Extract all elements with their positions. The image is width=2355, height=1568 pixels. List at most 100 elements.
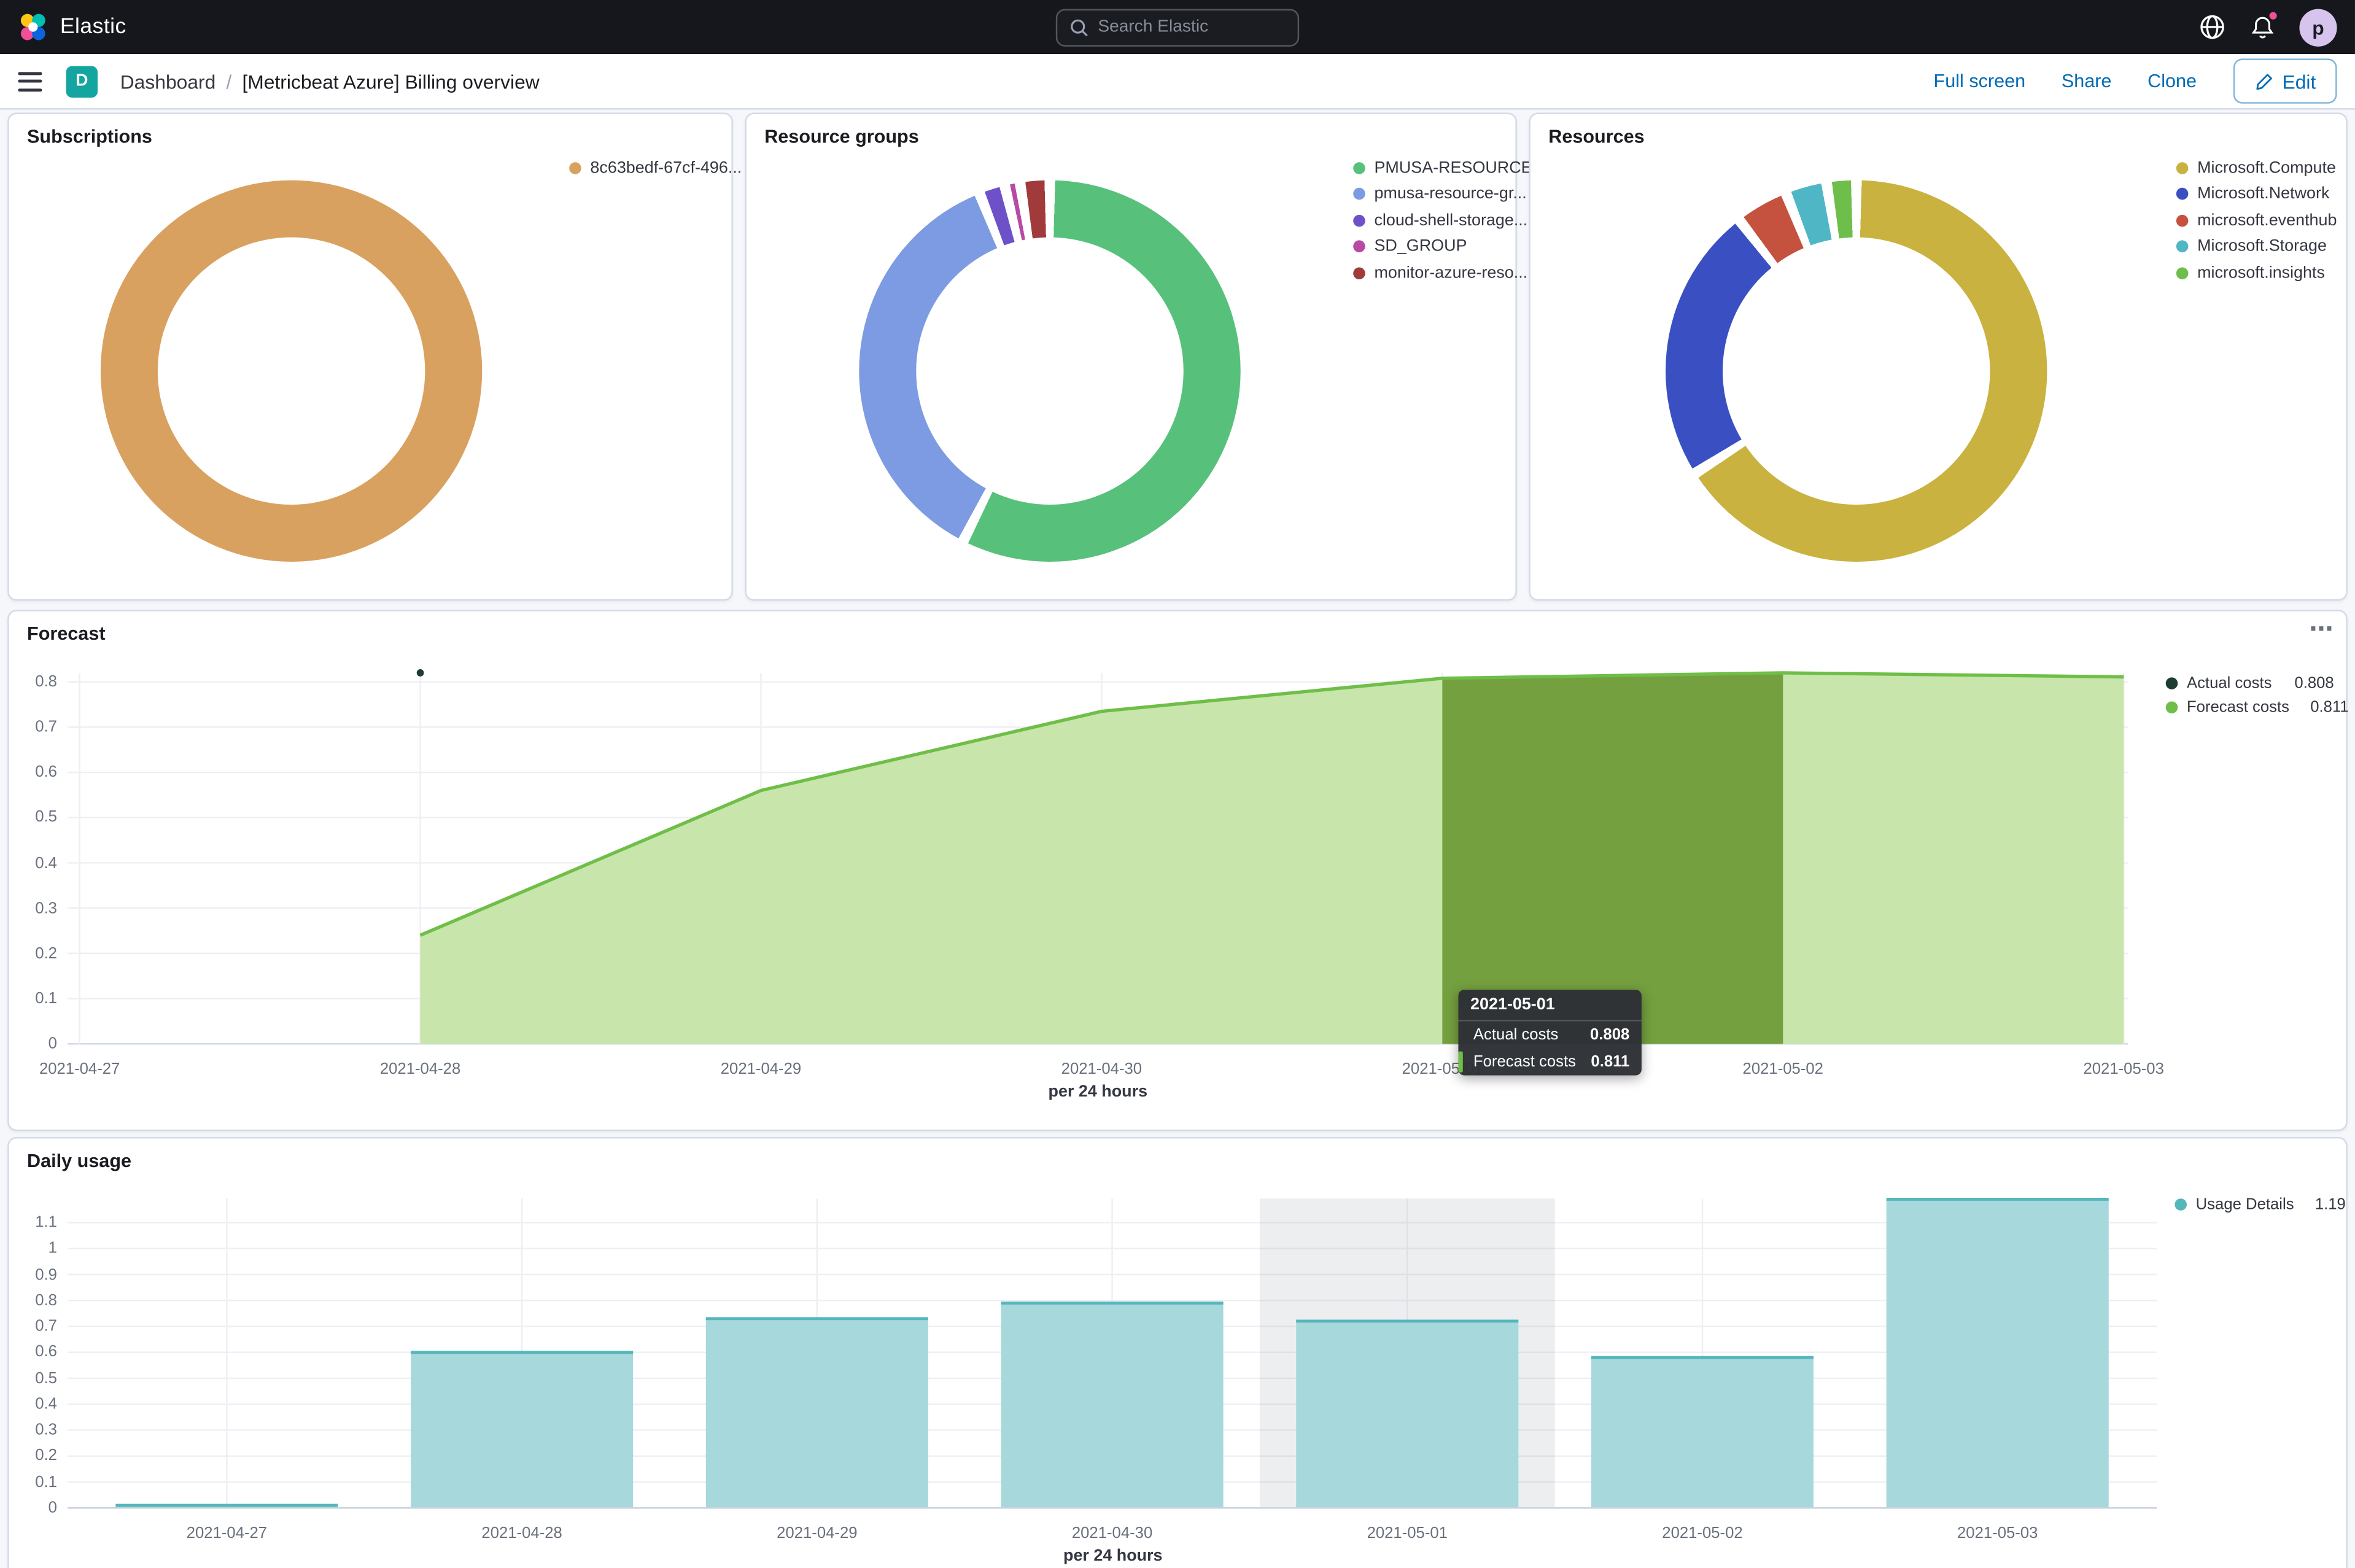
breadcrumb-separator: / (226, 69, 232, 93)
legend-swatch (1353, 188, 1365, 200)
legend-label: Actual costs (2186, 674, 2272, 693)
legend-swatch (2176, 266, 2189, 279)
legend-item[interactable]: Actual costs 0.808 (2165, 672, 2334, 696)
y-axis-tick-label: 0.4 (35, 853, 57, 872)
search-icon (1069, 17, 1089, 37)
y-axis-tick-label: 0.7 (35, 1317, 57, 1336)
legend-swatch (2176, 161, 2189, 174)
y-axis-tick-label: 0.5 (35, 809, 57, 827)
x-axis-tick-label: 2021-04-28 (379, 1060, 461, 1079)
resource-groups-donut-chart[interactable] (859, 180, 1241, 562)
breadcrumb-dashboard[interactable]: Dashboard (120, 69, 216, 93)
edit-button[interactable]: Edit (2232, 58, 2337, 104)
space-badge[interactable]: D (66, 65, 98, 97)
panel-title: Subscriptions (27, 126, 152, 147)
legend-item[interactable]: Forecast costs 0.811 (2165, 696, 2349, 720)
legend-label: monitor-azure-reso... (1374, 263, 1528, 282)
legend-item[interactable]: pmusa-resource-gr... (1353, 181, 1546, 208)
legend-swatch (569, 161, 581, 174)
y-axis-tick-label: 0.8 (35, 1291, 57, 1310)
tooltip-value: 0.811 (1591, 1052, 1630, 1071)
menu-hamburger-icon[interactable] (18, 71, 42, 91)
dashboard-toolbar: D Dashboard / [Metricbeat Azure] Billing… (0, 54, 2355, 110)
x-axis-tick-label: 2021-04-28 (481, 1524, 562, 1543)
x-axis-tick-label: 2021-04-27 (186, 1524, 268, 1543)
panel-title: Resources (1548, 126, 1645, 147)
panel-forecast: Forecast ⋯ Actual costs 0.808 Forecast cos… (7, 610, 2349, 1133)
notification-dot (2268, 9, 2279, 21)
global-search[interactable] (1055, 8, 1300, 46)
user-avatar[interactable]: p (2299, 8, 2337, 46)
brand: Elastic (0, 12, 126, 42)
donut-hole (157, 237, 425, 505)
full-screen-link[interactable]: Full screen (1933, 70, 2026, 92)
y-axis-tick-label: 0.2 (35, 1446, 57, 1465)
legend-swatch (2176, 241, 2189, 253)
legend-swatch (2175, 1198, 2187, 1211)
legend-item[interactable]: PMUSA-RESOURCE... (1353, 155, 1546, 181)
legend-swatch (2165, 677, 2178, 689)
notifications-bell-icon[interactable] (2250, 9, 2279, 40)
breadcrumb: Dashboard / [Metricbeat Azure] Billing o… (120, 70, 540, 93)
y-axis-tick-label: 0.1 (35, 1473, 57, 1491)
legend-value: 1.19 (2314, 1195, 2346, 1214)
y-axis-tick-label: 1.1 (35, 1213, 57, 1232)
legend-swatch (1353, 161, 1365, 174)
legend-swatch (1353, 266, 1365, 279)
legend-item[interactable]: SD_GROUP (1353, 233, 1546, 260)
legend-item[interactable]: Usage Details 1.19 (2175, 1192, 2346, 1216)
legend-item[interactable]: Microsoft.Compute (2176, 155, 2337, 181)
x-axis-title: per 24 hours (1063, 1547, 1163, 1566)
legend-label: Microsoft.Compute (2197, 158, 2336, 177)
tooltip-label: Forecast costs (1473, 1052, 1576, 1071)
y-axis-tick-label: 0.9 (35, 1265, 57, 1284)
x-axis-tick-label: 2021-04-27 (39, 1060, 120, 1079)
panel-subscriptions: Subscriptions 8c63bedf-67cf-496... (7, 112, 742, 601)
brand-name: Elastic (60, 15, 126, 39)
x-axis-tick-label: 2021-04-30 (1071, 1524, 1153, 1543)
legend-value: 0.808 (2294, 674, 2334, 693)
legend-label: SD_GROUP (1374, 238, 1467, 256)
y-axis-tick-label: 1 (48, 1240, 57, 1258)
legend-item[interactable]: microsoft.eventhub (2176, 208, 2337, 234)
legend-label: Forecast costs (2186, 698, 2290, 716)
y-axis-tick-label: 0.8 (35, 672, 57, 691)
resources-donut-chart[interactable] (1666, 180, 2047, 562)
global-header: Elastic p (0, 0, 2355, 55)
legend-swatch (2176, 214, 2189, 227)
elastic-logo-icon[interactable] (18, 12, 48, 42)
subscriptions-donut-chart[interactable] (100, 180, 483, 562)
globe-icon[interactable] (2199, 14, 2226, 41)
chart-legend: Actual costs 0.808 Forecast costs 0.811 (2165, 672, 2349, 720)
forecast-area-chart[interactable] (9, 611, 2349, 1133)
y-axis-tick-label: 0.6 (35, 1343, 57, 1362)
legend-label: Microsoft.Storage (2197, 238, 2327, 256)
clone-link[interactable]: Clone (2147, 70, 2197, 92)
tooltip-label: Actual costs (1473, 1025, 1559, 1044)
daily-usage-bar-chart[interactable] (9, 1138, 2349, 1568)
y-axis-tick-label: 0 (48, 1034, 57, 1053)
y-axis-tick-label: 0.6 (35, 763, 57, 782)
legend-item[interactable]: cloud-shell-storage... (1353, 208, 1546, 234)
chart-legend: Microsoft.Compute Microsoft.Network micros… (2176, 155, 2337, 286)
tooltip-series-marker (1458, 1051, 1463, 1073)
legend-value: 0.811 (2310, 698, 2349, 716)
legend-item[interactable]: Microsoft.Storage (2176, 233, 2337, 260)
legend-swatch (2165, 701, 2178, 714)
legend-item[interactable]: microsoft.insights (2176, 260, 2337, 286)
panel-options-icon[interactable]: ⋯ (2309, 617, 2334, 643)
search-input[interactable] (1098, 18, 1286, 36)
panel-title: Forecast (27, 623, 106, 645)
x-axis-tick-label: 2021-05-02 (1742, 1060, 1823, 1079)
x-axis-title: per 24 hours (1048, 1082, 1148, 1101)
y-axis-tick-label: 0.5 (35, 1369, 57, 1388)
share-link[interactable]: Share (2061, 70, 2112, 92)
y-axis-tick-label: 0.2 (35, 944, 57, 963)
legend-item[interactable]: Microsoft.Network (2176, 181, 2337, 208)
legend-item[interactable]: monitor-azure-reso... (1353, 260, 1546, 286)
toolbar-actions: Full screen Share Clone Edit (1933, 58, 2337, 104)
tooltip-row: Actual costs 0.808 (1458, 1022, 1641, 1049)
chart-legend: PMUSA-RESOURCE... pmusa-resource-gr... clo… (1353, 155, 1546, 286)
legend-item[interactable]: 8c63bedf-67cf-496... (569, 155, 742, 181)
x-axis-tick-label: 2021-05-03 (1957, 1524, 2038, 1543)
